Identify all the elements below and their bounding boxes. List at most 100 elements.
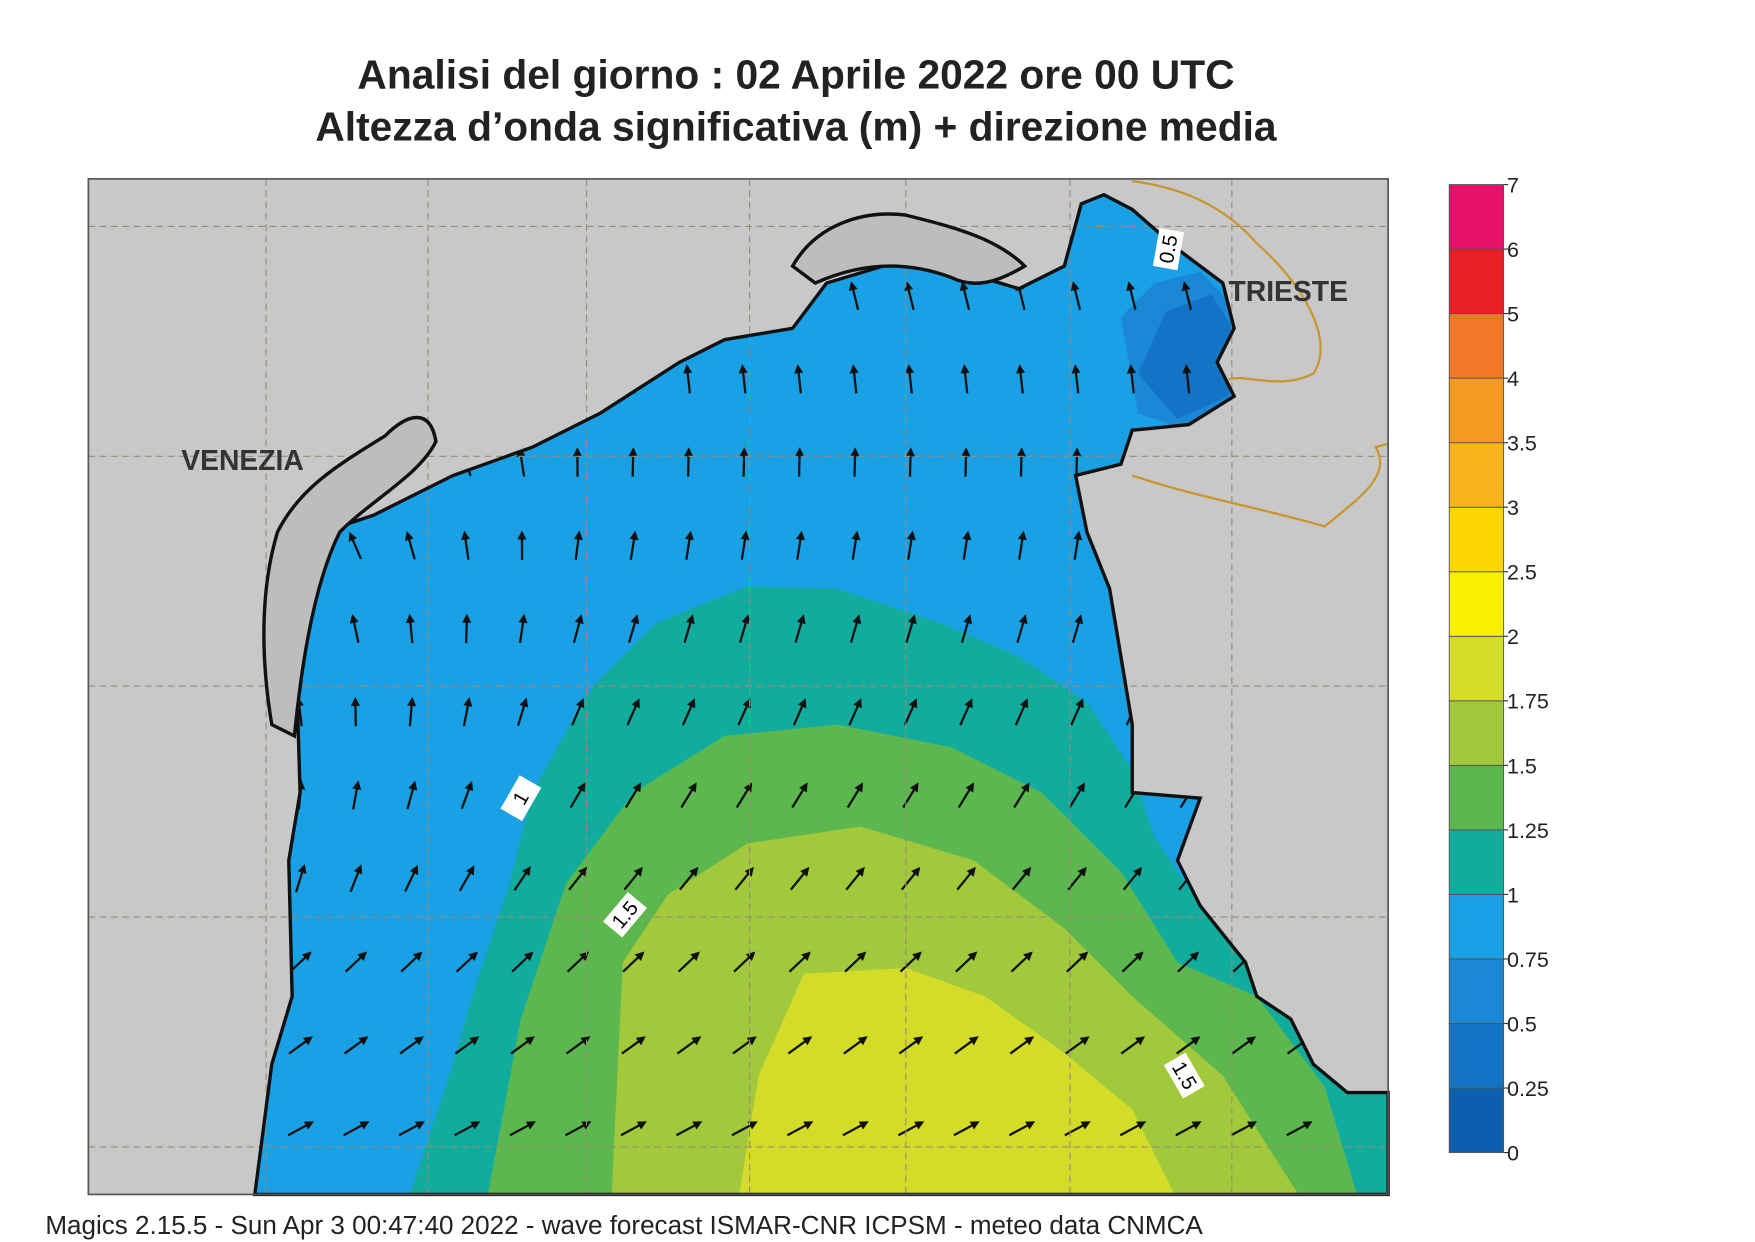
- arrow-head: [461, 530, 471, 541]
- arrow-head: [1182, 364, 1192, 374]
- arrow-head: [683, 364, 693, 374]
- arrow-head: [629, 530, 639, 541]
- colorbar-label: 0.5: [1507, 1012, 1537, 1036]
- direction-arrow: [1181, 281, 1193, 311]
- direction-arrow: [848, 698, 862, 726]
- arrow-head: [353, 864, 363, 875]
- arrow-head: [463, 697, 473, 707]
- colorbar-swatch: [1448, 313, 1505, 379]
- direction-arrow: [462, 613, 472, 644]
- border: [1132, 180, 1322, 383]
- arrow-head: [966, 866, 976, 877]
- arrow-head: [577, 782, 586, 793]
- arrow-head: [799, 782, 808, 793]
- arrow-head: [464, 781, 474, 792]
- direction-arrow: [1068, 782, 1086, 809]
- direction-arrow: [733, 951, 756, 973]
- direction-arrow: [960, 614, 973, 643]
- direction-arrow: [288, 1036, 313, 1055]
- direction-arrow: [510, 1036, 535, 1055]
- arrow-head: [1079, 1036, 1090, 1046]
- arrow-head: [634, 951, 645, 961]
- arrow-head: [800, 866, 810, 877]
- direction-arrow: [406, 780, 418, 810]
- arrow-head: [632, 782, 642, 793]
- direction-arrow: [1121, 951, 1144, 973]
- direction-arrow: [904, 281, 915, 311]
- arrow-head: [851, 530, 861, 541]
- arrow-head: [358, 1036, 369, 1046]
- arrow-head: [960, 364, 970, 374]
- direction-arrow: [737, 698, 751, 726]
- direction-arrow: [849, 364, 859, 394]
- arrow-head: [1126, 281, 1136, 292]
- direction-arrow: [1231, 1036, 1257, 1055]
- arrow-head: [853, 698, 862, 709]
- direction-arrow: [628, 447, 638, 477]
- arrow-head: [739, 447, 749, 457]
- direction-arrow: [1286, 1121, 1313, 1137]
- direction-arrow: [1126, 281, 1137, 311]
- arrow-head: [350, 696, 360, 706]
- arrow-head: [684, 447, 694, 457]
- direction-arrow: [794, 614, 806, 643]
- direction-arrow: [905, 614, 917, 643]
- arrow-head: [1072, 447, 1082, 457]
- arrow-head: [575, 698, 585, 709]
- direction-arrow: [454, 1036, 480, 1055]
- colorbar-swatch: [1448, 764, 1505, 831]
- direction-arrow: [1122, 866, 1143, 891]
- direction-arrow: [786, 1121, 814, 1137]
- direction-arrow: [621, 1036, 646, 1055]
- arrow-head: [580, 1036, 591, 1046]
- direction-arrow: [569, 782, 586, 809]
- direction-arrow: [398, 1121, 425, 1137]
- direction-arrow: [1127, 364, 1137, 394]
- direction-arrow: [731, 1121, 758, 1137]
- arrow-head: [689, 866, 699, 877]
- direction-arrow: [1073, 530, 1083, 560]
- arrow-head: [1181, 281, 1191, 292]
- direction-arrow: [850, 447, 860, 477]
- arrow-head: [740, 530, 750, 541]
- direction-arrow: [791, 782, 808, 809]
- direction-arrow: [1182, 364, 1192, 394]
- arrow-head: [908, 698, 918, 709]
- arrow-head: [913, 1036, 924, 1046]
- arrow-head: [855, 866, 865, 877]
- arrow-head: [914, 1121, 925, 1130]
- colorbar-label: 3: [1507, 496, 1519, 520]
- colorbar-label: 0: [1507, 1141, 1519, 1165]
- arrow-head: [1191, 1121, 1202, 1130]
- direction-arrow: [1119, 1121, 1147, 1137]
- arrow-head: [302, 1036, 313, 1046]
- direction-arrow: [954, 1036, 979, 1055]
- graticule: [88, 178, 1389, 1195]
- direction-arrow: [461, 530, 471, 560]
- direction-arrow: [956, 866, 976, 891]
- direction-arrow: [683, 614, 695, 643]
- place-label: TRIESTE: [1228, 275, 1348, 307]
- arrow-head: [1135, 1036, 1146, 1046]
- arrow-head: [959, 281, 969, 292]
- arrow-head: [1080, 1121, 1091, 1130]
- colorbar-label: 7: [1507, 173, 1519, 197]
- direction-arrow: [844, 951, 867, 973]
- arrow-head: [470, 1121, 481, 1130]
- arrow-head: [412, 951, 423, 961]
- direction-arrow: [1064, 1121, 1091, 1137]
- arrow-head: [517, 530, 527, 540]
- arrow-head: [746, 1036, 757, 1046]
- direction-arrow: [849, 614, 862, 643]
- arrow-head: [797, 698, 807, 709]
- arrow-head: [359, 1121, 370, 1130]
- arrow-head: [905, 364, 915, 374]
- arrow-head: [904, 281, 914, 292]
- direction-arrow: [407, 696, 417, 727]
- colorbar-label: 0.75: [1507, 948, 1549, 972]
- arrow-head: [1025, 1121, 1036, 1130]
- arrow-head: [1134, 951, 1144, 961]
- direction-arrow: [460, 781, 474, 810]
- arrow-head: [906, 530, 916, 541]
- direction-arrow: [1071, 614, 1084, 643]
